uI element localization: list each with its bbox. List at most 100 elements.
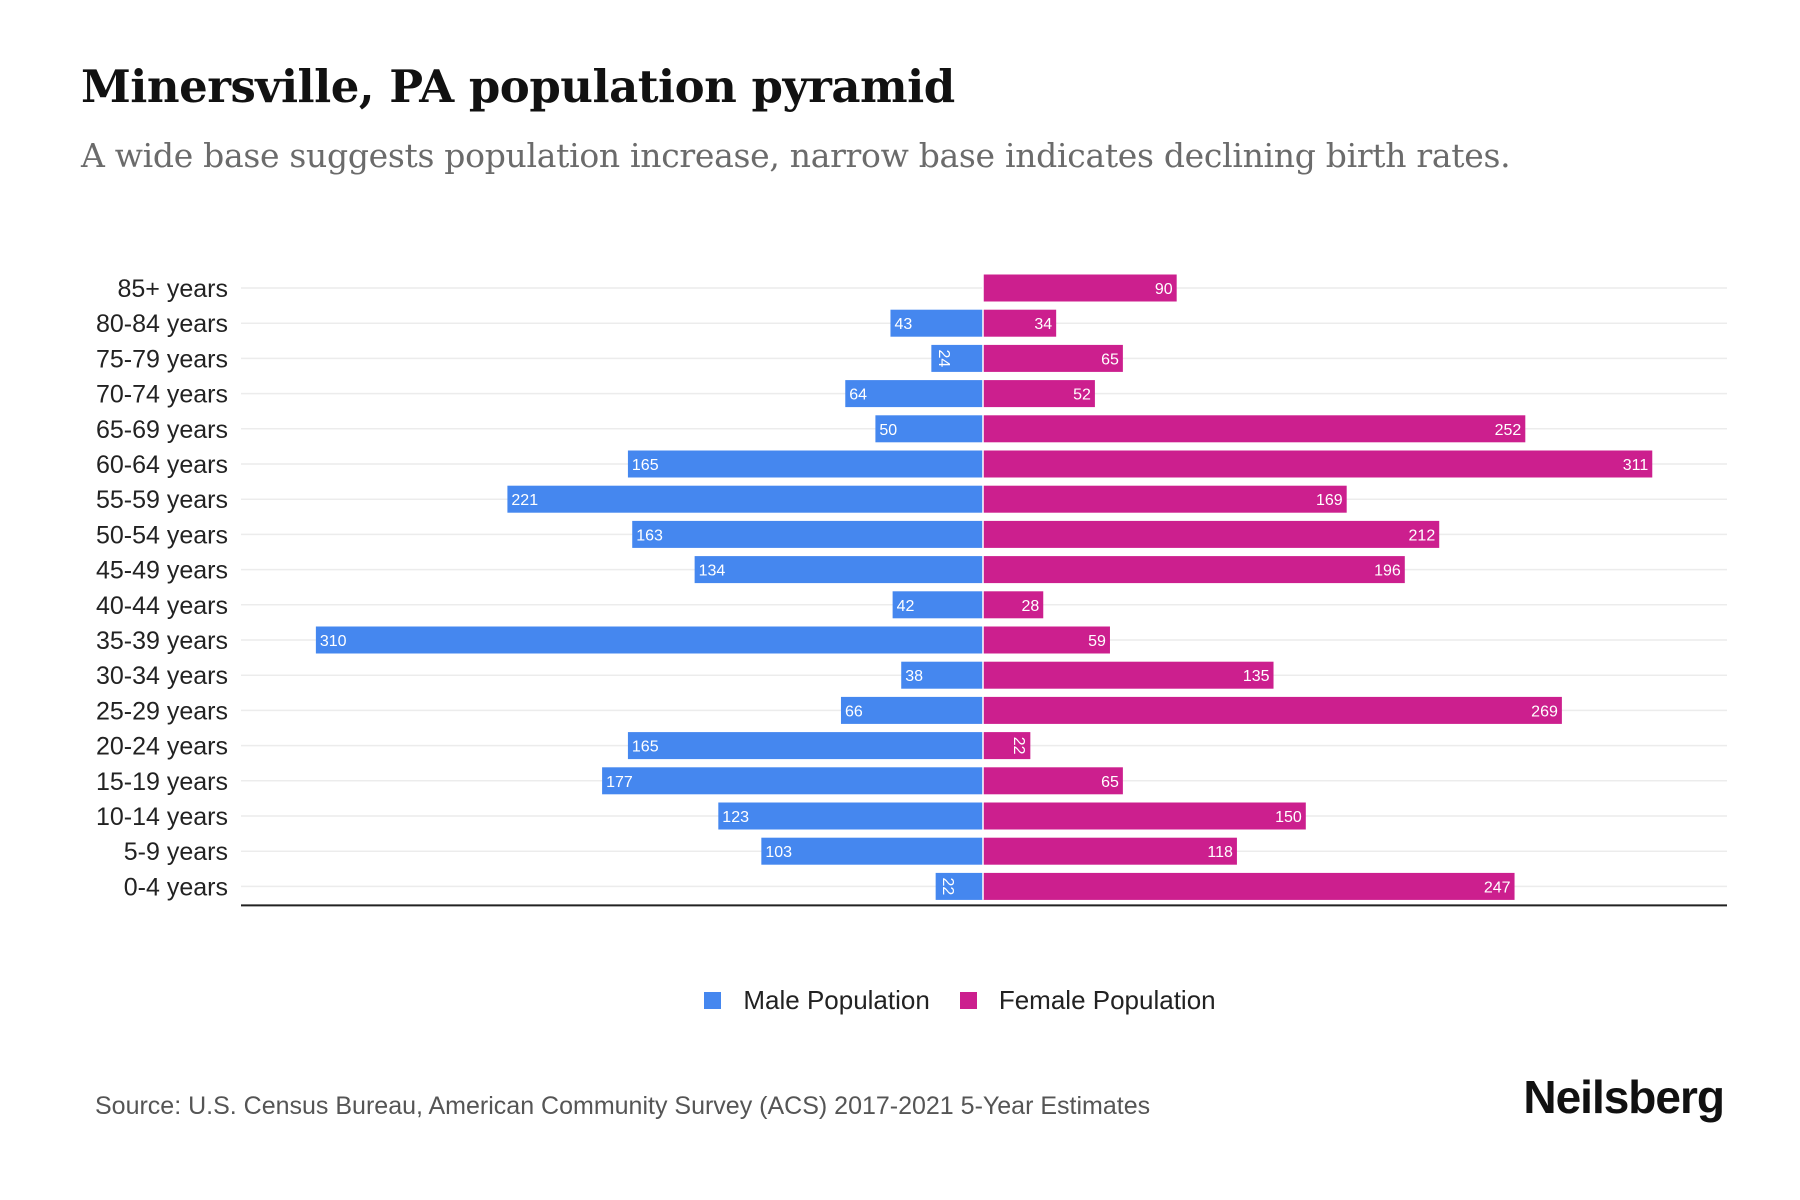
value-label: 212 (1409, 527, 1436, 544)
category-label: 85+ years (118, 275, 229, 303)
female-bar (983, 591, 1044, 619)
female-bar (983, 450, 1653, 478)
female-bar (983, 556, 1405, 584)
category-label: 5-9 years (124, 838, 228, 866)
value-label: 43 (894, 316, 912, 333)
value-label: 310 (320, 633, 347, 650)
female-bar (983, 872, 1515, 900)
legend-item-female[interactable]: Female Population (959, 985, 1216, 1016)
male-bar (694, 556, 983, 584)
category-label: 60-64 years (96, 451, 228, 479)
male-bar (315, 626, 983, 654)
value-label: 247 (1484, 879, 1511, 896)
value-label: 66 (845, 703, 863, 720)
male-bar (901, 661, 983, 689)
category-label: 10-14 years (96, 803, 228, 831)
value-label: 221 (511, 492, 538, 509)
legend-swatch-female (959, 992, 977, 1009)
female-bar (983, 767, 1123, 795)
male-bar (890, 309, 983, 337)
value-label: 103 (765, 844, 792, 861)
value-label: 59 (1088, 633, 1106, 650)
chart-subtitle: A wide base suggests population increase… (81, 136, 1511, 175)
value-label: 135 (1243, 668, 1270, 685)
legend-swatch-male (704, 992, 722, 1009)
male-bar (892, 591, 983, 619)
male-bar (632, 520, 983, 548)
value-label: 134 (699, 563, 726, 580)
female-bar (983, 661, 1274, 689)
category-label: 35-39 years (96, 627, 228, 655)
category-label: 50-54 years (96, 521, 228, 549)
category-label: 20-24 years (96, 733, 228, 761)
category-label: 30-34 years (96, 662, 228, 690)
value-label: 118 (1207, 844, 1233, 861)
male-bar (761, 837, 983, 865)
legend-label-female: Female Population (998, 985, 1216, 1015)
legend-item-male[interactable]: Male Population (704, 985, 930, 1016)
male-bar (840, 696, 983, 724)
male-bar (627, 732, 983, 760)
legend-label-male: Male Population (743, 985, 930, 1015)
category-label: 15-19 years (96, 768, 228, 796)
female-bar (983, 837, 1237, 865)
value-label: 252 (1495, 422, 1522, 439)
female-bar (983, 415, 1526, 443)
legend: Male Population Female Population (60, 985, 1800, 1016)
value-label: 38 (905, 668, 923, 685)
value-label: 123 (722, 809, 749, 826)
value-label: 90 (1155, 281, 1173, 298)
category-label: 45-49 years (96, 557, 228, 585)
value-label: 165 (632, 457, 659, 474)
female-bar (983, 274, 1177, 302)
value-label: 65 (1101, 774, 1119, 791)
brand-logo: Neilsberg (1523, 1071, 1725, 1123)
category-label: 55-59 years (96, 486, 228, 514)
male-bar (602, 767, 983, 795)
category-label: 0-4 years (124, 873, 228, 901)
value-label: 24 (935, 350, 952, 368)
category-label: 65-69 years (96, 416, 228, 444)
value-label: 52 (1073, 387, 1091, 404)
female-bar (983, 696, 1562, 724)
female-bar (983, 626, 1110, 654)
value-label: 22 (939, 878, 956, 896)
value-label: 65 (1101, 351, 1119, 368)
value-label: 269 (1531, 703, 1558, 720)
category-label: 25-29 years (96, 697, 228, 725)
female-bar (983, 344, 1123, 372)
value-label: 177 (606, 774, 633, 791)
male-bar (931, 344, 983, 372)
value-label: 22 (1010, 737, 1027, 755)
female-bar (983, 802, 1306, 830)
value-label: 311 (1623, 457, 1649, 474)
value-label: 50 (879, 422, 897, 439)
female-bar (983, 485, 1347, 513)
female-bar (983, 520, 1440, 548)
male-bar (845, 380, 983, 408)
category-label: 40-44 years (96, 592, 228, 620)
male-bar (627, 450, 983, 478)
source-note: Source: U.S. Census Bureau, American Com… (95, 1092, 1151, 1120)
female-bar (983, 732, 1031, 760)
value-label: 34 (1034, 316, 1052, 333)
male-bar (875, 415, 983, 443)
value-label: 196 (1374, 563, 1401, 580)
value-label: 42 (897, 598, 915, 615)
category-label: 70-74 years (96, 381, 228, 409)
category-label: 80-84 years (96, 310, 228, 338)
value-label: 150 (1275, 809, 1302, 826)
value-label: 64 (849, 387, 867, 404)
male-bar (507, 485, 983, 513)
value-label: 28 (1021, 598, 1039, 615)
value-label: 169 (1316, 492, 1343, 509)
value-label: 165 (632, 739, 659, 756)
category-label: 75-79 years (96, 345, 228, 373)
male-bar (718, 802, 983, 830)
female-bar (983, 309, 1057, 337)
male-bar (935, 872, 983, 900)
chart-title: Minersville, PA population pyramid (81, 60, 955, 113)
female-bar (983, 380, 1095, 408)
value-label: 163 (636, 527, 663, 544)
